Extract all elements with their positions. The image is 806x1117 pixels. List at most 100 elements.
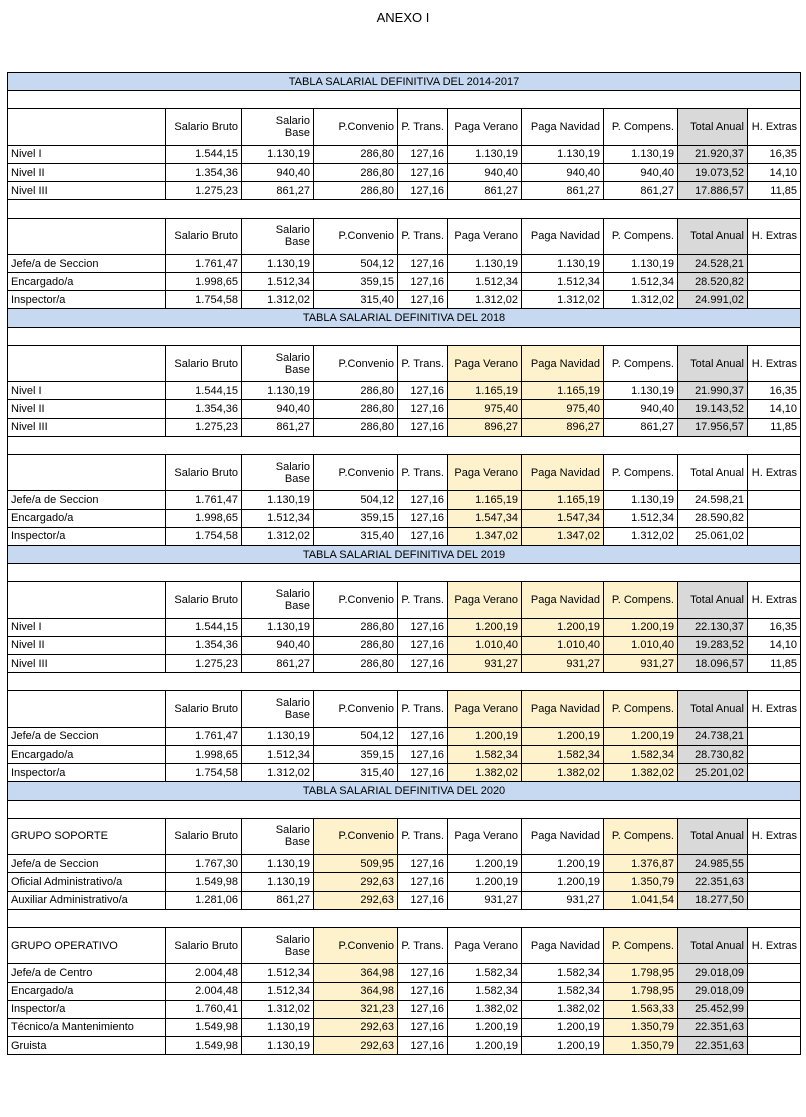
column-header: H. Extras bbox=[746, 217, 802, 255]
value-cell: 22.351,63 bbox=[677, 872, 748, 892]
value-cell: 1.382,02 bbox=[447, 763, 522, 783]
section-title: TABLA SALARIAL DEFINITIVA DEL 2020 bbox=[6, 781, 802, 801]
value-cell: 1.512,34 bbox=[241, 508, 314, 528]
value-cell: 24.528,21 bbox=[677, 253, 748, 274]
column-header: H. Extras bbox=[746, 817, 802, 856]
value-cell: 1.549,98 bbox=[165, 1036, 242, 1056]
data-row: Jefe/a de Seccion 1.761,47 1.130,19 504,12 1… bbox=[7, 253, 802, 274]
value-cell bbox=[746, 745, 802, 765]
column-header: P. Trans. bbox=[397, 108, 448, 146]
data-row: Encargado/a 1.998,65 1.512,34 359,15 127,16 1… bbox=[7, 508, 802, 528]
value-cell: 127,16 bbox=[397, 872, 448, 892]
column-header: P. Compens. bbox=[603, 344, 678, 383]
value-cell: 1.200,19 bbox=[447, 872, 522, 892]
column-header: Paga Navidad bbox=[521, 581, 604, 619]
value-cell: 1.544,15 bbox=[165, 617, 242, 637]
value-cell: 1.512,34 bbox=[603, 508, 678, 528]
value-cell: 1.200,19 bbox=[603, 617, 678, 637]
value-cell: 1.354,36 bbox=[165, 399, 242, 419]
value-cell: 1.200,19 bbox=[521, 872, 604, 892]
value-cell: 1.754,58 bbox=[165, 526, 242, 546]
blank-row bbox=[6, 326, 802, 346]
value-cell: 940,40 bbox=[241, 162, 314, 183]
header-row: Salario Bruto Salario Base P.Convenio P. Tr… bbox=[7, 344, 802, 383]
blank-cell bbox=[6, 908, 802, 928]
column-header: Salario Bruto bbox=[165, 926, 242, 965]
column-header: Salario Bruto bbox=[165, 108, 242, 146]
value-cell: 286,80 bbox=[313, 144, 398, 164]
value-cell: 127,16 bbox=[397, 162, 448, 183]
blank-row bbox=[6, 799, 802, 819]
value-cell: 25.201,02 bbox=[677, 763, 748, 783]
column-header: P. Trans. bbox=[397, 344, 448, 383]
column-header: P. Trans. bbox=[397, 690, 448, 728]
value-cell: 1.998,65 bbox=[165, 272, 242, 292]
value-cell: 509,95 bbox=[313, 854, 398, 874]
value-cell bbox=[746, 253, 802, 274]
column-header: Paga Verano bbox=[447, 690, 522, 728]
column-header: P.Convenio bbox=[313, 108, 398, 146]
column-header: P.Convenio bbox=[313, 217, 398, 255]
value-cell: 28.730,82 bbox=[677, 745, 748, 765]
value-cell: 504,12 bbox=[313, 253, 398, 274]
value-cell: 127,16 bbox=[397, 854, 448, 874]
value-cell: 127,16 bbox=[397, 981, 448, 1001]
value-cell: 896,27 bbox=[521, 417, 604, 437]
column-header: Salario Bruto bbox=[165, 817, 242, 856]
value-cell: 1.165,19 bbox=[447, 381, 522, 401]
column-header: P. Compens. bbox=[603, 926, 678, 965]
value-cell: 1.376,87 bbox=[603, 854, 678, 874]
value-cell: 19.073,52 bbox=[677, 162, 748, 183]
value-cell: 359,15 bbox=[313, 272, 398, 292]
column-header: Salario Bruto bbox=[165, 217, 242, 255]
value-cell: 1.130,19 bbox=[241, 490, 314, 510]
value-cell: 931,27 bbox=[447, 890, 522, 910]
section-title: TABLA SALARIAL DEFINITIVA DEL 2018 bbox=[6, 308, 802, 328]
column-header: Salario Base bbox=[241, 217, 314, 255]
value-cell: 1.312,02 bbox=[241, 290, 314, 310]
value-cell: 127,16 bbox=[397, 1017, 448, 1038]
value-cell: 1.544,15 bbox=[165, 144, 242, 164]
value-cell: 16,35 bbox=[746, 144, 802, 164]
value-cell: 1.798,95 bbox=[603, 963, 678, 983]
data-row: Oficial Administrativo/a 1.549,98 1.130,19… bbox=[7, 872, 802, 892]
section-title-row: TABLA SALARIAL DEFINITIVA DEL 2014-2017 bbox=[6, 71, 802, 92]
row-label: Nivel II bbox=[7, 635, 166, 656]
column-header: H. Extras bbox=[746, 453, 802, 492]
value-cell: 1.760,41 bbox=[165, 999, 242, 1019]
value-cell: 1.582,34 bbox=[447, 745, 522, 765]
blank-row bbox=[6, 435, 802, 455]
value-cell: 1.130,19 bbox=[447, 144, 522, 164]
value-cell: 975,40 bbox=[447, 399, 522, 419]
value-cell: 861,27 bbox=[241, 654, 314, 674]
value-cell: 1.512,34 bbox=[241, 981, 314, 1001]
column-header: Total Anual bbox=[677, 690, 748, 728]
value-cell: 861,27 bbox=[603, 417, 678, 437]
value-cell: 861,27 bbox=[241, 890, 314, 910]
value-cell: 25.061,02 bbox=[677, 526, 748, 546]
data-row: Jefe/a de Seccion 1.761,47 1.130,19 504,12 1… bbox=[7, 490, 802, 510]
column-header: Total Anual bbox=[677, 453, 748, 492]
value-cell: 286,80 bbox=[313, 635, 398, 656]
data-row: Auxiliar Administrativo/a 1.281,06 861,27 2… bbox=[7, 890, 802, 910]
value-cell: 975,40 bbox=[521, 399, 604, 419]
column-header: Salario Base bbox=[241, 453, 314, 492]
value-cell: 1.165,19 bbox=[447, 490, 522, 510]
column-header: Paga Navidad bbox=[521, 344, 604, 383]
column-header-text: Salario Base bbox=[275, 224, 310, 249]
value-cell: 1.998,65 bbox=[165, 508, 242, 528]
data-row: Nivel I 1.544,15 1.130,19 286,80 127,16 1.200… bbox=[7, 617, 802, 637]
column-header: P. Trans. bbox=[397, 817, 448, 856]
column-header: P.Convenio bbox=[313, 690, 398, 728]
value-cell: 286,80 bbox=[313, 417, 398, 437]
value-cell: 1.512,34 bbox=[521, 272, 604, 292]
row-label: Oficial Administrativo/a bbox=[7, 872, 166, 892]
column-header: H. Extras bbox=[746, 690, 802, 728]
header-row: Salario Bruto Salario Base P.Convenio P. Tr… bbox=[7, 581, 802, 619]
value-cell: 1.761,47 bbox=[165, 726, 242, 747]
data-row: Nivel III 1.275,23 861,27 286,80 127,16 861,2… bbox=[7, 181, 802, 201]
row-label: Inspector/a bbox=[7, 290, 166, 310]
column-header: H. Extras bbox=[746, 581, 802, 619]
column-header-text: Salario Base bbox=[275, 460, 310, 485]
value-cell: 127,16 bbox=[397, 999, 448, 1019]
